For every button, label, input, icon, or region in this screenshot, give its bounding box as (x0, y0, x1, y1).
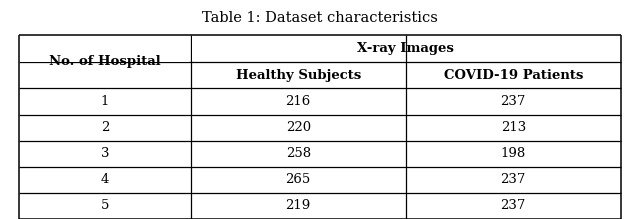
Text: 219: 219 (285, 200, 311, 212)
Text: 2: 2 (100, 121, 109, 134)
Text: 198: 198 (500, 147, 526, 160)
Text: 5: 5 (100, 200, 109, 212)
Text: COVID-19 Patients: COVID-19 Patients (444, 69, 583, 81)
Bar (192, 36, 404, 61)
Text: 4: 4 (100, 173, 109, 186)
Text: 237: 237 (500, 200, 526, 212)
Text: 3: 3 (100, 147, 109, 160)
Text: 1: 1 (100, 95, 109, 108)
Text: 237: 237 (500, 173, 526, 186)
Text: 213: 213 (500, 121, 526, 134)
Text: X-ray Images: X-ray Images (357, 42, 454, 55)
Text: No. of Hospital: No. of Hospital (49, 55, 161, 68)
Text: 265: 265 (285, 173, 311, 186)
Text: 220: 220 (285, 121, 311, 134)
Text: Table 1: Dataset characteristics: Table 1: Dataset characteristics (202, 11, 438, 25)
Bar (20, 61, 189, 62)
Text: 216: 216 (285, 95, 311, 108)
Text: Healthy Subjects: Healthy Subjects (236, 69, 361, 81)
Text: 237: 237 (500, 95, 526, 108)
Text: 258: 258 (285, 147, 311, 160)
